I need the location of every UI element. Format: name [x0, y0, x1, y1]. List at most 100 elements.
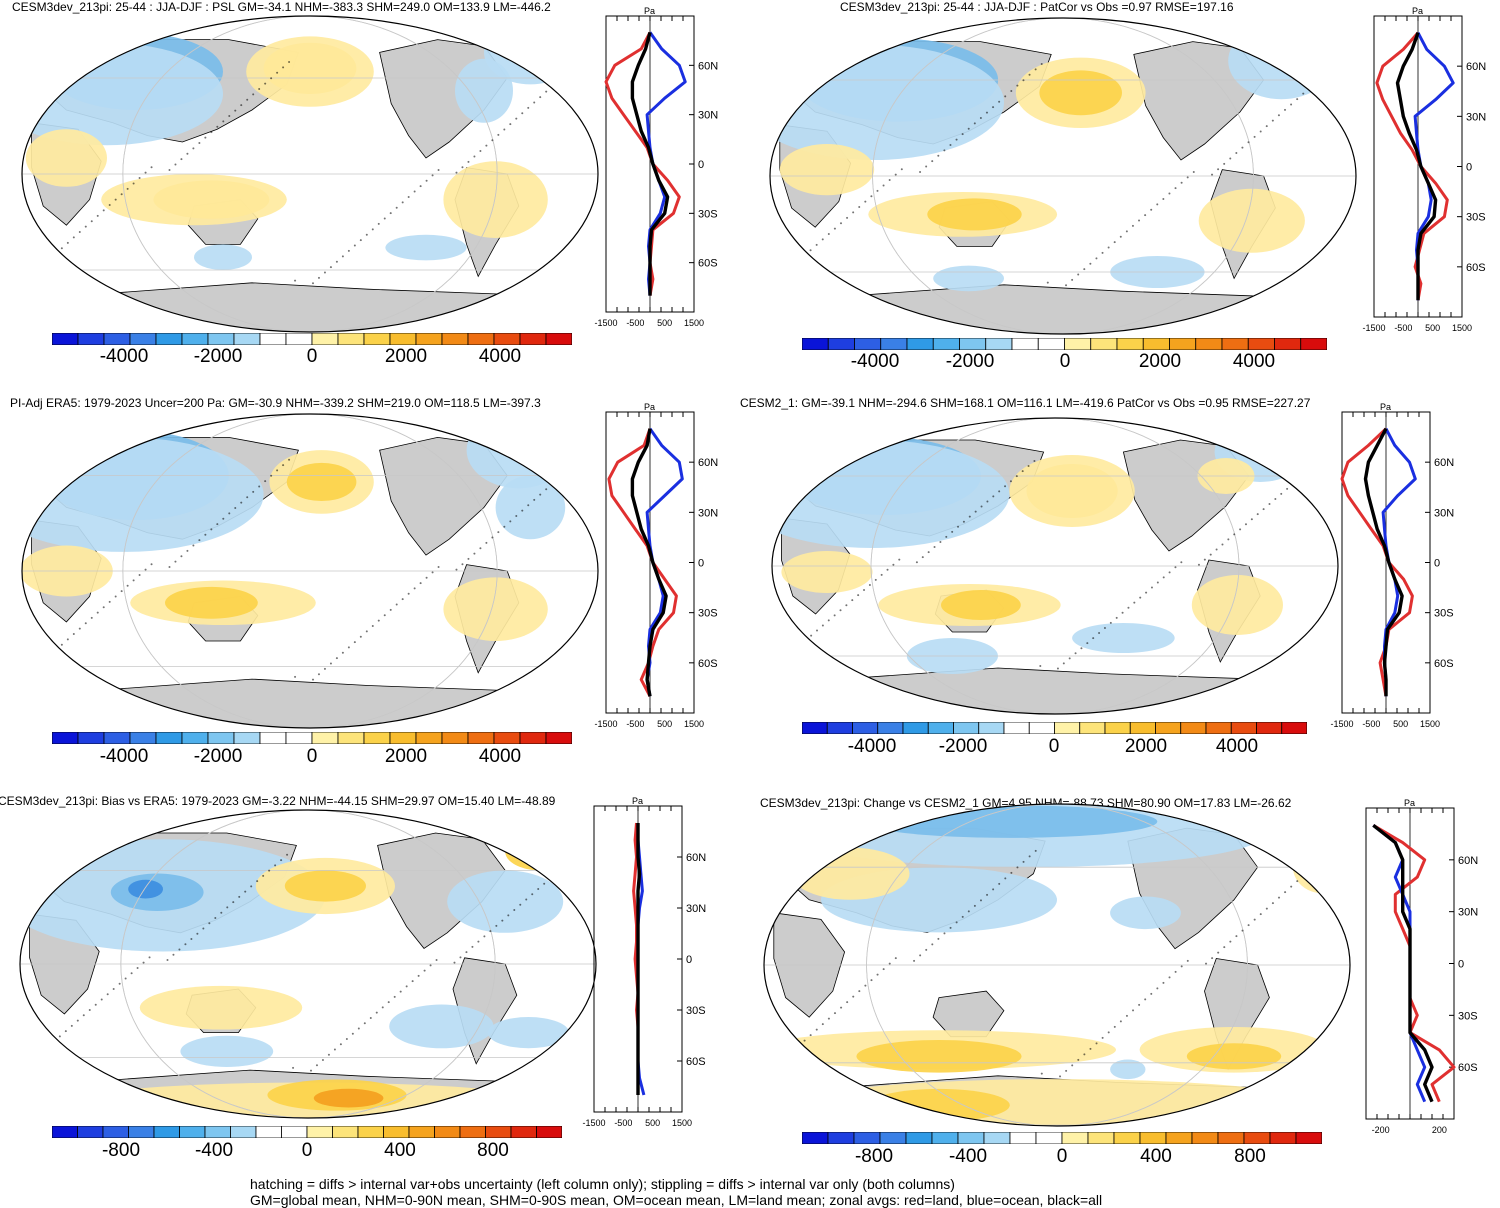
stipple-dot	[431, 174, 434, 177]
stipple-dot	[294, 279, 297, 282]
x-tick-label: -500	[626, 318, 644, 328]
stipple-dot	[986, 500, 989, 503]
colorbar-tick-label: 0	[1059, 351, 1071, 372]
x-tick-label: 500	[657, 719, 672, 729]
colorbar-segment	[493, 333, 521, 345]
stipple-dot	[28, 1061, 31, 1064]
stipple-dot	[1223, 946, 1226, 949]
anomaly-region	[487, 1017, 569, 1049]
x-tick-label: -1500	[594, 719, 617, 729]
colorbar-segment	[467, 333, 495, 345]
x-tick-label: 200	[1432, 1125, 1447, 1135]
stipple-dot	[827, 233, 830, 236]
stipple-dot	[30, 274, 33, 277]
stipple-dot	[24, 675, 27, 678]
anomaly-region	[856, 1039, 1022, 1073]
stipple-dot	[138, 177, 141, 180]
anomaly-region	[933, 265, 1004, 292]
colorbar-segment	[408, 1126, 435, 1138]
stipple-dot	[827, 1017, 830, 1020]
stipple-dot	[985, 111, 988, 114]
colorbar-segment	[52, 1126, 78, 1138]
stipple-dot	[1083, 268, 1086, 271]
stipple-dot	[168, 565, 171, 568]
stipple-dot	[1065, 284, 1068, 287]
stipple-dot	[1233, 533, 1236, 536]
stipple-dot	[483, 935, 486, 938]
colorbar-segment	[259, 333, 287, 345]
stipple-dot	[551, 85, 554, 88]
stipple-dot	[321, 1059, 324, 1062]
stipple-dot	[515, 117, 518, 120]
stipple-dot	[1326, 71, 1329, 74]
colorbar-segment	[1037, 338, 1065, 350]
colorbar-labels: -800 -400 0 400 800	[52, 1140, 562, 1164]
stipple-dot	[1016, 866, 1019, 869]
stipple-dot	[816, 629, 819, 632]
colorbar-segment	[1217, 1132, 1245, 1144]
stipple-dot	[919, 954, 922, 957]
stipple-dot	[827, 619, 830, 622]
colorbar-segment	[827, 338, 855, 350]
stipple-dot	[20, 61, 21, 63]
stipple-dot	[791, 1050, 794, 1053]
stipple-dot	[1132, 1009, 1135, 1012]
anomaly-region	[286, 462, 357, 502]
stipple-dot	[937, 154, 940, 157]
x-tick-label: -1500	[594, 318, 617, 328]
anomaly-region	[1072, 623, 1175, 653]
colorbar-segment	[1205, 722, 1232, 734]
colorbar-segment	[207, 333, 235, 345]
stipple-dot	[393, 995, 396, 998]
land-mass	[1248, 427, 1284, 456]
stipple-dot	[198, 539, 201, 542]
colorbar-segment	[1129, 722, 1156, 734]
panel-title: CESM3dev_213pi: 25-44 : JJA-DJF : PSL GM…	[12, 0, 551, 14]
colorbar-segment	[1230, 722, 1257, 734]
stipple-dot	[1174, 187, 1177, 190]
stipple-dot	[425, 179, 428, 182]
colorbar-tick-label: 0	[1048, 736, 1060, 757]
panel-title: CESM2_1: GM=-39.1 NHM=-294.6 SHM=168.1 O…	[740, 396, 1311, 410]
stipple-dot	[1162, 576, 1165, 579]
lat-label: 30N	[698, 507, 718, 519]
stipple-dot	[341, 255, 344, 258]
stipple-dot	[986, 893, 989, 896]
stipple-dot	[467, 160, 470, 163]
stipple-dot	[387, 1001, 390, 1004]
stipple-dot	[1009, 480, 1012, 483]
stipple-dot	[1315, 462, 1318, 465]
stipple-dot	[921, 556, 924, 559]
stipple-dot	[876, 189, 879, 192]
stipple-dot	[1314, 863, 1317, 866]
stipple-dot	[1229, 157, 1232, 160]
lat-label: 60N	[1434, 457, 1454, 469]
anomaly-region	[313, 1088, 384, 1108]
stipple-dot	[1156, 987, 1159, 990]
stipple-dot	[220, 911, 223, 914]
stipple-dot	[1101, 251, 1104, 254]
stipple-dot	[399, 990, 402, 993]
stipple-dot	[1203, 558, 1206, 561]
footnote-line: hatching = diffs > internal var+obs unce…	[250, 1176, 955, 1192]
stipple-dot	[174, 560, 177, 563]
colorbar-segment	[129, 333, 157, 345]
stipple-dot	[810, 634, 813, 637]
stipple-dot	[545, 488, 548, 491]
stipple-dot	[803, 1039, 806, 1042]
stipple-dot	[489, 930, 492, 933]
zonal-profile: Pa -1500 -500 500 1500 60N 30N 0 30S 60S	[594, 402, 718, 729]
colorbar-segment	[155, 333, 183, 345]
stipple-dot	[509, 123, 512, 126]
stipple-dot	[1274, 497, 1277, 500]
colorbar-segment	[204, 1126, 231, 1138]
stipple-dot	[461, 563, 464, 566]
colorbar-segment	[880, 338, 908, 350]
stipple-dot	[1119, 1020, 1122, 1023]
stipple-dot	[413, 190, 416, 193]
stipple-dot	[479, 547, 482, 550]
colorbar-tick-label: 4000	[478, 746, 522, 767]
stipple-dot	[377, 619, 380, 622]
panel-1: CESM3dev_213pi: 25-44 : JJA-DJF : PSL GM…	[0, 0, 750, 396]
stipple-dot	[1144, 214, 1147, 217]
